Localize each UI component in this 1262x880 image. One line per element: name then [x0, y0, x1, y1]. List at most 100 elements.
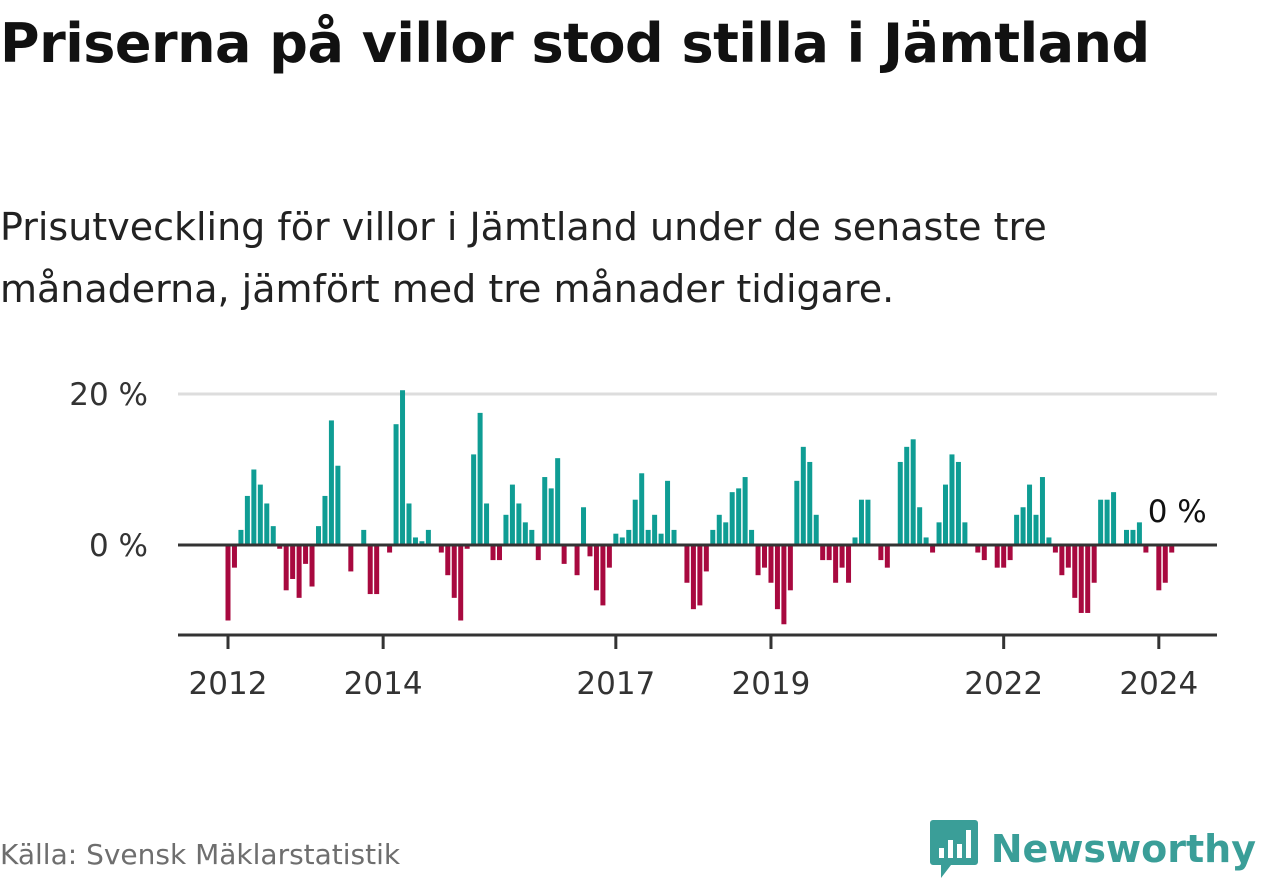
bar: [1072, 545, 1078, 598]
bar: [1014, 514, 1020, 545]
bar: [1091, 545, 1097, 583]
bar: [316, 526, 321, 546]
bar: [425, 529, 431, 545]
bar: [742, 477, 748, 545]
bar: [632, 499, 638, 545]
bar: [820, 545, 826, 561]
bar: [1156, 545, 1162, 591]
last-value-label: 0 %: [1148, 494, 1207, 530]
bar: [794, 480, 800, 545]
bar: [904, 446, 910, 545]
bar: [257, 484, 263, 545]
bar: [535, 545, 541, 561]
bar: [768, 545, 774, 583]
bar: [503, 514, 509, 545]
bar: [613, 533, 619, 545]
bar: [1111, 492, 1117, 545]
bar: [723, 522, 729, 545]
bar: [897, 461, 903, 545]
bar: [484, 503, 490, 545]
bar: [264, 503, 270, 545]
bar: [335, 465, 341, 545]
bars: [225, 390, 1175, 625]
bar: [309, 545, 315, 587]
chart-title: Priserna på villor stod stilla i Jämtlan…: [0, 12, 1150, 75]
bar: [949, 454, 955, 545]
x-tick-label: 2014: [344, 666, 423, 702]
bar: [807, 461, 813, 545]
bar: [923, 537, 929, 545]
bar: [238, 529, 244, 545]
bar: [322, 495, 328, 545]
bar: [684, 545, 690, 583]
bar: [749, 529, 755, 545]
bar: [387, 545, 393, 553]
bar: [548, 488, 554, 546]
bar: [755, 545, 761, 576]
newsworthy-logo-text: Newsworthy: [990, 827, 1256, 871]
bar: [645, 529, 651, 545]
bar: [419, 541, 425, 545]
bar: [1078, 545, 1084, 613]
bar: [1020, 507, 1026, 545]
y-tick-label: 20 %: [69, 377, 148, 413]
bar: [458, 545, 464, 621]
bar: [529, 529, 535, 545]
bar: [697, 545, 703, 606]
bar: [690, 545, 696, 610]
bar: [858, 499, 864, 545]
bar: [1169, 545, 1175, 553]
bar: [652, 514, 658, 545]
bar: [451, 545, 457, 598]
bar: [1007, 545, 1013, 561]
bar: [1065, 545, 1071, 568]
bar: [800, 446, 806, 545]
bar: [374, 545, 380, 595]
bar: [736, 488, 742, 546]
bar: [581, 507, 587, 545]
bar: [710, 529, 716, 545]
bar: [1027, 484, 1033, 545]
bar: [490, 545, 496, 561]
bar: [962, 522, 968, 545]
bar: [270, 526, 276, 546]
bar: [471, 454, 477, 545]
bar: [639, 473, 645, 545]
bar: [542, 477, 548, 545]
chart-subtitle: Prisutveckling för villor i Jämtland und…: [0, 205, 1047, 311]
y-tick-label: 0 %: [89, 528, 148, 564]
bar: [393, 424, 399, 545]
newsworthy-logo: Newsworthy: [929, 818, 1256, 880]
bar: [600, 545, 606, 606]
bar: [244, 495, 250, 545]
bar: [231, 545, 237, 568]
x-tick-label: 2019: [732, 666, 811, 702]
bar: [1136, 522, 1142, 545]
bar: [445, 545, 451, 576]
bar: [1085, 545, 1091, 613]
bar: [975, 545, 981, 553]
bar: [283, 545, 289, 591]
bar: [400, 390, 406, 545]
bar: [981, 545, 987, 561]
bar: [587, 545, 593, 557]
bar: [361, 529, 367, 545]
bar: [277, 545, 283, 549]
bar: [1052, 545, 1058, 553]
bar: [1143, 545, 1149, 553]
bar: [1124, 529, 1129, 545]
bar: [574, 545, 580, 576]
bar: [917, 507, 923, 545]
bar: [367, 545, 373, 595]
bar: [833, 545, 839, 583]
bar: [496, 545, 502, 561]
bar: [1001, 545, 1007, 568]
bar: [878, 545, 884, 561]
bar: [464, 545, 470, 549]
bar: [762, 545, 768, 568]
bar: [930, 545, 936, 553]
bar: [348, 545, 354, 572]
bar: [328, 420, 334, 545]
bar: [516, 503, 522, 545]
bar: [665, 480, 671, 545]
